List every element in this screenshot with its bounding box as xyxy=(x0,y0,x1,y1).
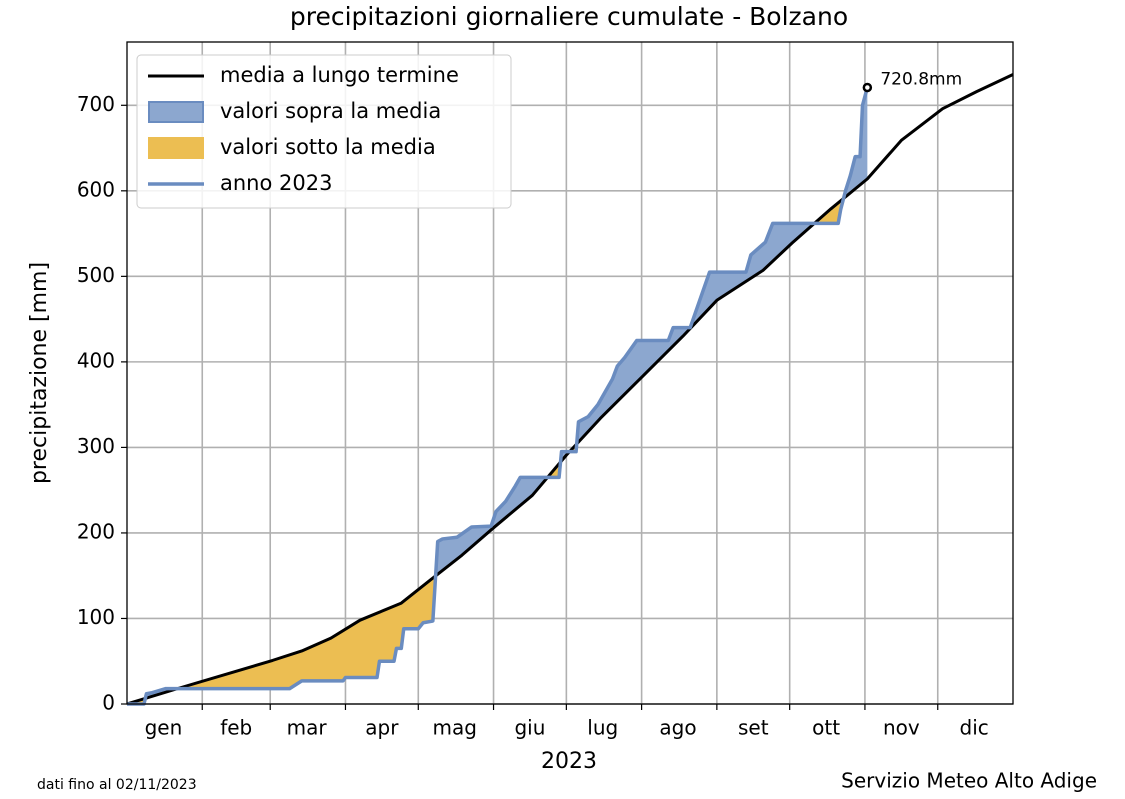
x-tick-label: lug xyxy=(587,716,618,740)
x-tick-label: giu xyxy=(514,716,545,740)
legend-swatch xyxy=(148,137,204,159)
x-tick-label: dic xyxy=(960,716,989,740)
y-tick-label: 700 xyxy=(77,92,115,116)
legend-label: valori sopra la media xyxy=(220,99,441,123)
series-line xyxy=(126,73,1014,706)
y-axis-label: precipitazione [mm] xyxy=(27,262,52,484)
y-tick-label: 500 xyxy=(77,263,115,287)
series-line xyxy=(127,87,870,706)
x-tick-label: set xyxy=(738,716,769,740)
legend-box xyxy=(136,54,512,209)
legend-swatch xyxy=(148,101,204,123)
x-tick-label: nov xyxy=(883,716,920,740)
legend-label: media a lungo termine xyxy=(220,63,459,87)
x-axis-label: 2023 xyxy=(541,749,597,774)
y-tick-label: 300 xyxy=(77,434,115,458)
y-tick-label: 600 xyxy=(77,177,115,201)
x-tick-label: ago xyxy=(659,716,696,740)
annotation: 720.8mm xyxy=(880,70,962,90)
plot-frame xyxy=(126,41,1014,705)
y-tick-label: 0 xyxy=(102,691,115,715)
x-tick-label: feb xyxy=(220,716,252,740)
x-tick-label: ott xyxy=(812,716,840,740)
y-tick-label: 400 xyxy=(77,348,115,372)
footer-left: dati fino al 02/11/2023 xyxy=(37,777,197,793)
footer-right: Servizio Meteo Alto Adige xyxy=(841,769,1097,793)
x-tick-label: apr xyxy=(365,716,399,740)
x-tick-label: gen xyxy=(145,716,183,740)
x-tick-label: mar xyxy=(287,716,328,740)
y-tick-label: 200 xyxy=(77,519,115,543)
x-tick-label: mag xyxy=(432,716,476,740)
y-tick-label: 100 xyxy=(77,605,115,629)
legend-label: valori sotto la media xyxy=(220,135,436,159)
legend-label: anno 2023 xyxy=(220,171,332,195)
end-point xyxy=(862,82,873,93)
chart-title: precipitazioni giornaliere cumulate - Bo… xyxy=(290,2,848,31)
